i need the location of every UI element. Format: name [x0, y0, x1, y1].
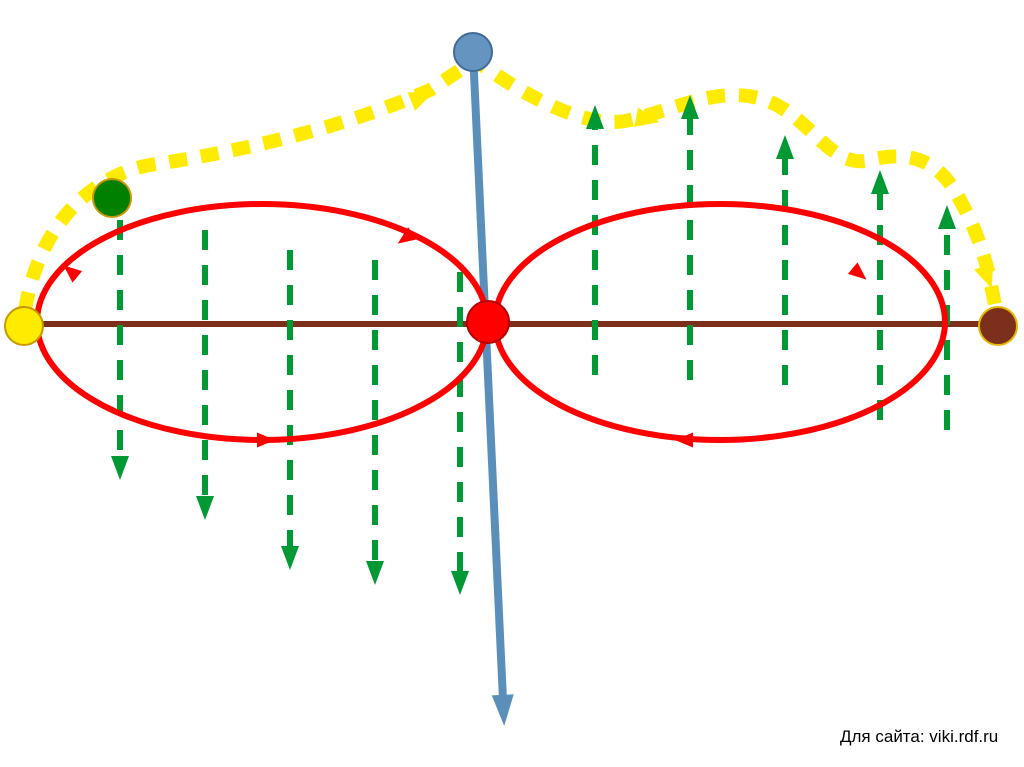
- center-red-circle: [467, 301, 509, 343]
- vertical-arrow-shaft: [473, 52, 503, 700]
- caption-text: Для сайта: viki.rdf.ru: [840, 727, 998, 747]
- top-blue-circle: [454, 33, 492, 71]
- left-yellow-circle: [5, 307, 43, 345]
- diagram-svg: [0, 0, 1024, 767]
- right-brown-circle: [979, 307, 1017, 345]
- green-circle: [93, 179, 131, 217]
